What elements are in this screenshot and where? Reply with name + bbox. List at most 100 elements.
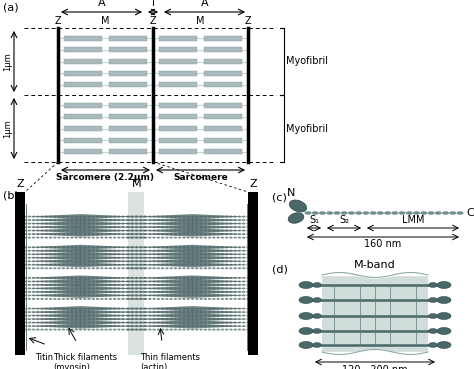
Ellipse shape (74, 277, 78, 279)
Ellipse shape (246, 223, 250, 225)
Ellipse shape (104, 233, 108, 235)
Ellipse shape (229, 318, 233, 320)
Text: 120 - 200 nm: 120 - 200 nm (342, 365, 408, 369)
Ellipse shape (53, 223, 56, 225)
Ellipse shape (36, 233, 39, 235)
Ellipse shape (199, 223, 203, 225)
Ellipse shape (242, 291, 246, 293)
Ellipse shape (161, 315, 164, 317)
Polygon shape (27, 252, 135, 257)
Bar (109, 36, 147, 41)
Ellipse shape (49, 215, 52, 218)
Ellipse shape (126, 277, 129, 279)
Ellipse shape (144, 291, 147, 293)
Ellipse shape (53, 237, 56, 239)
Ellipse shape (74, 318, 78, 320)
Ellipse shape (144, 318, 147, 320)
Ellipse shape (23, 226, 27, 228)
Ellipse shape (229, 315, 233, 317)
Ellipse shape (96, 253, 100, 255)
Ellipse shape (83, 294, 86, 296)
Ellipse shape (161, 294, 164, 296)
Ellipse shape (242, 280, 246, 282)
Ellipse shape (121, 311, 125, 313)
Ellipse shape (143, 294, 146, 296)
Ellipse shape (131, 246, 135, 248)
Ellipse shape (127, 328, 130, 331)
Ellipse shape (134, 321, 138, 324)
Ellipse shape (152, 328, 156, 331)
Ellipse shape (49, 308, 52, 310)
Ellipse shape (161, 291, 164, 293)
Ellipse shape (121, 219, 125, 221)
Ellipse shape (57, 287, 61, 289)
Ellipse shape (36, 257, 39, 259)
Ellipse shape (79, 250, 82, 252)
Ellipse shape (130, 308, 134, 310)
Ellipse shape (126, 250, 129, 252)
Ellipse shape (57, 291, 61, 293)
Ellipse shape (83, 250, 86, 252)
Ellipse shape (165, 250, 169, 252)
Ellipse shape (87, 328, 91, 331)
Ellipse shape (169, 226, 173, 228)
Ellipse shape (127, 284, 130, 286)
Ellipse shape (144, 315, 147, 317)
Ellipse shape (152, 260, 156, 262)
Ellipse shape (117, 328, 121, 331)
Ellipse shape (143, 226, 146, 228)
Ellipse shape (135, 237, 139, 239)
Ellipse shape (53, 277, 56, 279)
Ellipse shape (40, 284, 44, 286)
Ellipse shape (74, 250, 78, 252)
Ellipse shape (70, 253, 73, 255)
Ellipse shape (246, 237, 250, 239)
Ellipse shape (195, 223, 199, 225)
Ellipse shape (139, 287, 143, 289)
Ellipse shape (225, 291, 228, 293)
Ellipse shape (216, 223, 220, 225)
Ellipse shape (117, 237, 121, 239)
Ellipse shape (36, 267, 39, 269)
Ellipse shape (62, 284, 65, 286)
Ellipse shape (87, 219, 91, 221)
Ellipse shape (191, 260, 194, 262)
Ellipse shape (212, 294, 216, 296)
Ellipse shape (156, 260, 160, 262)
Ellipse shape (288, 213, 304, 223)
Ellipse shape (139, 325, 143, 327)
Ellipse shape (53, 246, 56, 248)
Ellipse shape (100, 257, 104, 259)
Ellipse shape (104, 321, 108, 324)
Ellipse shape (100, 321, 104, 324)
Text: S₁: S₁ (309, 215, 319, 225)
Ellipse shape (49, 246, 52, 248)
Ellipse shape (212, 280, 216, 282)
Ellipse shape (203, 284, 207, 286)
Ellipse shape (62, 264, 65, 266)
Ellipse shape (203, 280, 207, 282)
Ellipse shape (79, 328, 82, 331)
Ellipse shape (220, 260, 224, 262)
Ellipse shape (220, 246, 224, 248)
Ellipse shape (191, 223, 194, 225)
Ellipse shape (57, 250, 61, 252)
Ellipse shape (40, 267, 44, 269)
Ellipse shape (178, 298, 182, 300)
Text: 1μm: 1μm (3, 52, 12, 71)
Ellipse shape (242, 298, 246, 300)
Ellipse shape (127, 280, 130, 282)
Ellipse shape (91, 287, 95, 289)
Ellipse shape (212, 298, 216, 300)
Ellipse shape (53, 280, 56, 282)
Ellipse shape (152, 226, 156, 228)
Ellipse shape (131, 308, 135, 310)
Ellipse shape (74, 315, 78, 317)
Polygon shape (138, 214, 246, 219)
Ellipse shape (49, 298, 52, 300)
Ellipse shape (70, 277, 73, 279)
Ellipse shape (208, 233, 211, 235)
Ellipse shape (57, 321, 61, 324)
Ellipse shape (36, 294, 39, 296)
Ellipse shape (49, 226, 52, 228)
